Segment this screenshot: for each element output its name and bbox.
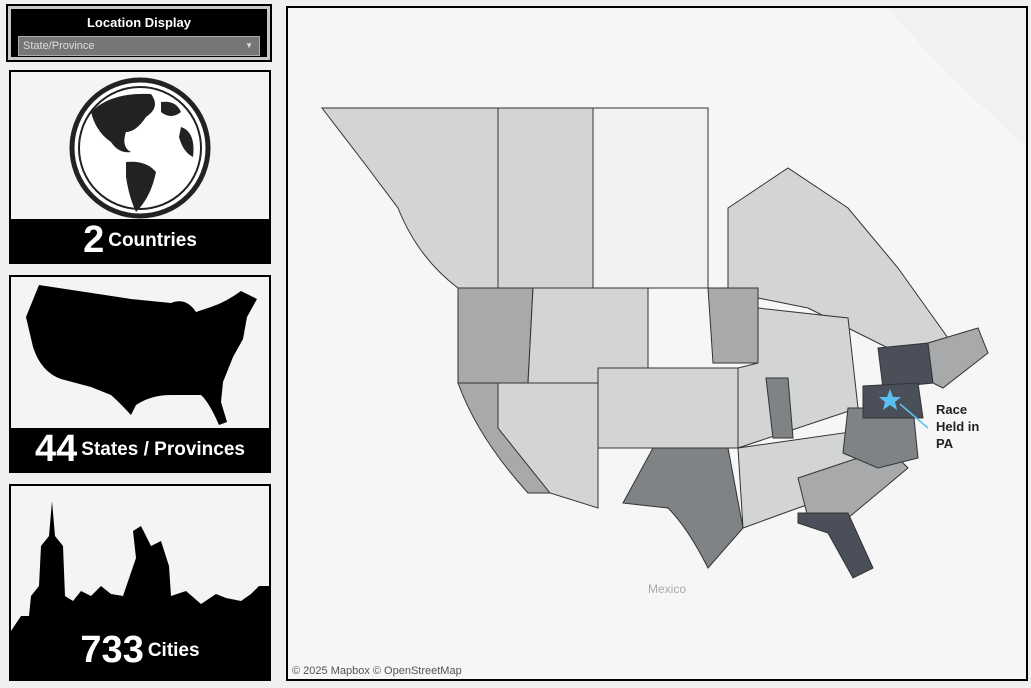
country-label-mexico: Mexico: [648, 582, 687, 596]
region-co-plains: [597, 367, 739, 449]
annotation-line-1: Race: [936, 402, 968, 417]
region-fl: [797, 512, 874, 579]
selected-value: State/Province: [23, 40, 95, 52]
region-alberta: [497, 107, 594, 289]
states-card: 44 States / Provinces: [9, 275, 271, 473]
states-label: States / Provinces: [81, 438, 245, 460]
cities-count: 733: [80, 629, 144, 671]
star-icon: [879, 389, 901, 410]
region-tx: [622, 447, 744, 569]
city-skyline-icon: [11, 501, 269, 679]
race-annotation: Race Held in PA: [936, 401, 979, 452]
region-sk-mb: [592, 107, 709, 289]
choropleth-map: [288, 8, 1026, 679]
region-mn: [707, 287, 759, 364]
states-count: 44: [35, 428, 78, 470]
location-display-filter: Location Display State/Province ▼: [6, 4, 272, 62]
filter-title: Location Display: [86, 15, 192, 30]
chevron-down-icon: ▼: [245, 41, 253, 50]
cities-card: 733 Cities: [9, 484, 271, 681]
countries-label: Countries: [108, 229, 197, 251]
countries-count: 2: [83, 219, 105, 261]
cities-label: Cities: [147, 639, 200, 661]
usa-map-icon: [26, 285, 257, 425]
annotation-line-2: Held in: [936, 419, 980, 434]
annotation-line-3: PA: [936, 436, 954, 451]
region-il: [765, 377, 794, 439]
region-new-england: [927, 327, 989, 389]
region-ny: [877, 342, 934, 389]
map-view[interactable]: Mexico Race Held in PA © 2025 Mapbox © O…: [286, 6, 1028, 681]
location-display-select[interactable]: State/Province ▼: [18, 36, 260, 56]
region-wa-or: [457, 287, 534, 384]
globe-icon: [69, 77, 211, 219]
countries-card: 2 Countries: [9, 70, 271, 264]
annotation-line: [899, 403, 929, 429]
map-attribution[interactable]: © 2025 Mapbox © OpenStreetMap: [292, 665, 462, 677]
